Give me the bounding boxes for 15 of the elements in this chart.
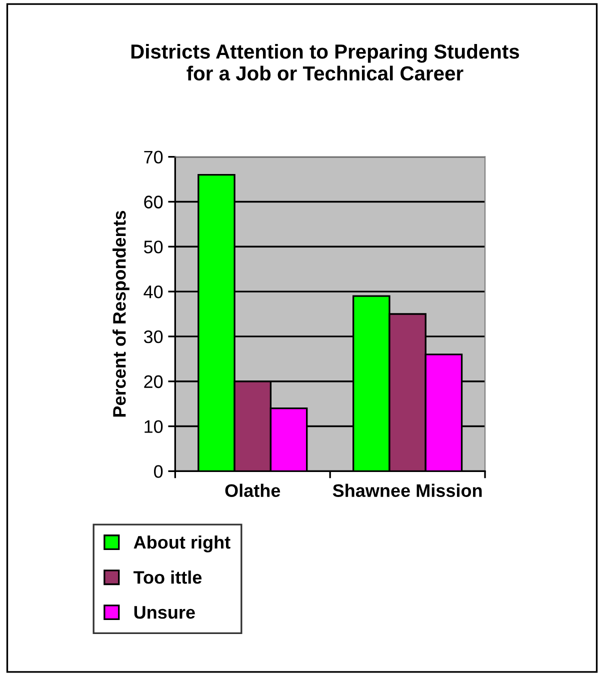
legend-label: Too ittle bbox=[134, 570, 202, 584]
y-tick-label: 20 bbox=[144, 375, 163, 388]
chart-title: Districts Attention to Preparing Students for a Job or Technical Career bbox=[131, 44, 520, 81]
legend-label: Unsure bbox=[134, 606, 195, 619]
x-tick-label: Shawnee Mission bbox=[332, 484, 482, 498]
y-axis-title: Percent of Respondents bbox=[112, 210, 130, 417]
y-tick-label: 50 bbox=[144, 240, 163, 254]
y-tick-label: 30 bbox=[144, 330, 163, 344]
x-tick-label: Olathe bbox=[225, 484, 280, 498]
y-tick-label: 60 bbox=[144, 196, 163, 208]
y-tick-label: 40 bbox=[144, 285, 163, 298]
y-tick-label: 0 bbox=[154, 465, 163, 478]
y-tick-label: 70 bbox=[144, 150, 163, 164]
y-tick-label: 10 bbox=[144, 420, 163, 433]
legend-label: About right bbox=[134, 535, 230, 552]
